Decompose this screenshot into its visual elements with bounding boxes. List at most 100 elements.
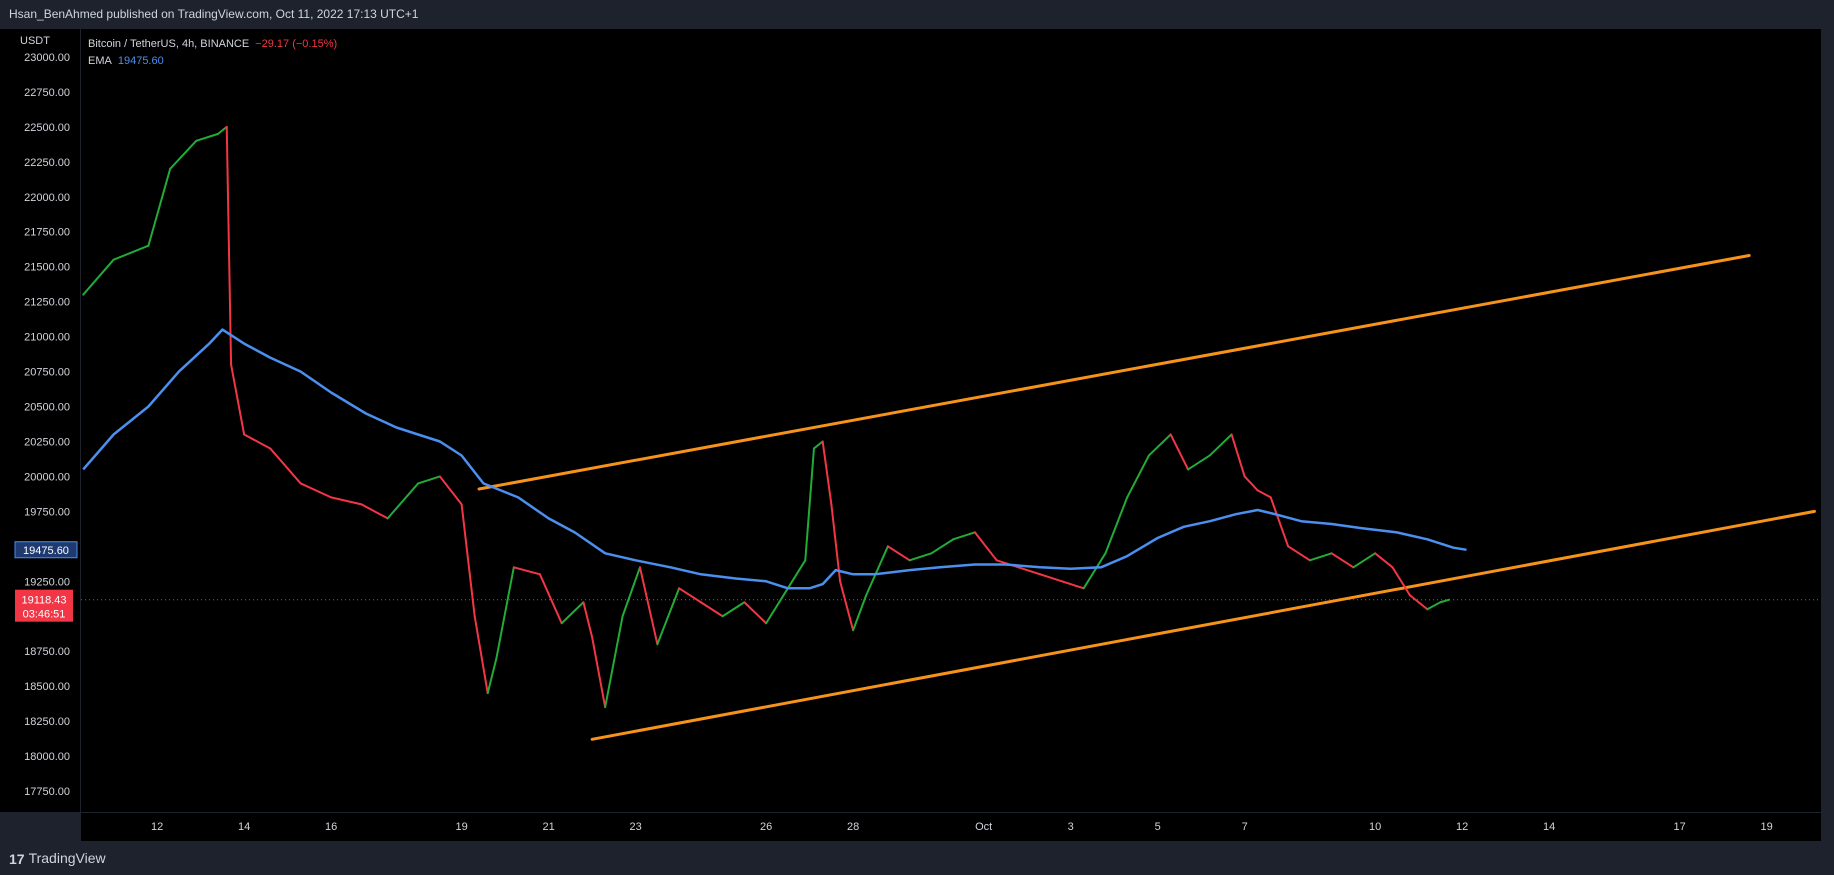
price-segment [743,601,768,625]
y-tick-label: 20000.00 [24,471,70,483]
price-segment [839,580,855,632]
price-scale [0,29,80,812]
x-tick-label: 12 [1456,821,1468,833]
price-segment [230,363,246,436]
price-segment [699,601,724,618]
price-segment [417,475,441,485]
x-tick-label: 14 [238,821,250,833]
price-segment [621,566,641,618]
price-segment [656,587,681,646]
price-segment [638,566,659,646]
price-segment [386,482,420,520]
symbol-title[interactable]: Bitcoin / TetherUS, 4h, BINANCE [88,38,250,50]
tradingview-logo-icon: 17 [9,851,25,867]
ema-price-badge-text: 19475.60 [23,545,69,557]
y-tick-label: 20750.00 [24,367,70,379]
x-tick-label: 10 [1369,821,1381,833]
channel-trendline [590,509,1816,741]
price-segment [243,433,272,450]
price-segment [1374,552,1394,569]
publish-info-text: Hsan_BenAhmed published on TradingView.c… [9,7,419,21]
last-price-badge [15,589,73,622]
price-chart[interactable]: 23000.00 22750.00 22500.00 22250.00 22000.00… [0,28,1834,842]
y-tick-label: 20500.00 [24,402,70,414]
price-segment [1426,601,1442,611]
price-segment [538,573,563,625]
price-segment [1126,454,1150,499]
price-segment [1060,580,1085,590]
x-tick-label: 3 [1068,821,1074,833]
price-segment [1287,545,1311,562]
price-segment [299,482,333,499]
y-tick-label: 21500.00 [24,262,70,274]
price-segment [765,587,789,625]
price-segment [1269,496,1290,548]
y-tick-label: 18000.00 [24,751,70,763]
x-tick-label: 17 [1674,821,1686,833]
price-segment [1243,475,1259,492]
price-segment [147,167,172,247]
y-tick-label: 22500.00 [24,122,70,134]
price-segment [225,125,233,366]
y-tick-label: 23000.00 [24,52,70,64]
y-tick-label: 18750.00 [24,646,70,658]
price-segment [169,139,198,170]
price-segment [930,538,955,555]
channel-trendline [477,254,1751,491]
x-tick-label: 12 [151,821,163,833]
price-segment [112,244,150,261]
price-segment [1187,454,1211,471]
chart-legend: Bitcoin / TetherUS, 4h, BINANCE −29.17 (−… [88,36,337,70]
ema-price-badge [14,541,78,559]
last-price-badge-text: 19118.43 [21,595,66,607]
y-tick-label: 22250.00 [24,157,70,169]
y-tick-label: 18500.00 [24,681,70,693]
x-tick-label: 21 [543,821,555,833]
price-segment [438,475,463,506]
x-tick-label: 14 [1543,821,1555,833]
y-tick-label: 19750.00 [24,506,70,518]
x-tick-label: 28 [847,821,859,833]
x-tick-label: 19 [1761,821,1773,833]
price-segment [1439,598,1451,604]
price-segment [1256,489,1272,499]
x-tick-label: 5 [1155,821,1161,833]
y-tick-label: 22750.00 [24,87,70,99]
price-segment [473,615,489,695]
x-tick-label: 16 [325,821,337,833]
footer-bar: 17 TradingView [0,842,1834,875]
price-segment [269,447,302,485]
price-change: −29.17 (−0.15%) [255,38,338,50]
price-segment [460,503,476,618]
price-segment [512,566,541,576]
price-segment [1308,552,1333,562]
price-segment [812,440,824,450]
ema-series-line [82,328,1467,590]
price-segment [582,601,594,639]
price-segment [1017,566,1042,576]
y-tick-label: 18250.00 [24,716,70,728]
x-tick-label: 7 [1242,821,1248,833]
y-tick-label: 21250.00 [24,297,70,309]
price-segment [1330,552,1355,569]
price-segment [1104,496,1129,555]
price-segment [560,601,585,625]
price-segment [865,545,889,597]
price-segment [1352,552,1377,569]
price-unit-label: USDT [20,35,50,47]
price-segment [1391,566,1411,597]
price-segment [804,447,815,562]
y-tick-label: 19250.00 [24,576,70,588]
price-segment [821,440,833,506]
price-segment [495,566,515,660]
publish-header: Hsan_BenAhmed published on TradingView.c… [0,0,1834,28]
price-segment [1169,433,1190,471]
ema-indicator-label[interactable]: EMA [88,55,112,67]
price-segment [195,132,220,142]
bar-countdown-text: 03:46:51 [23,609,66,621]
tradingview-logo[interactable]: 17 TradingView [9,850,106,867]
price-segment [1230,433,1246,478]
price-segment [82,258,115,296]
y-tick-label: 17750.00 [24,786,70,798]
price-segment [952,531,976,541]
